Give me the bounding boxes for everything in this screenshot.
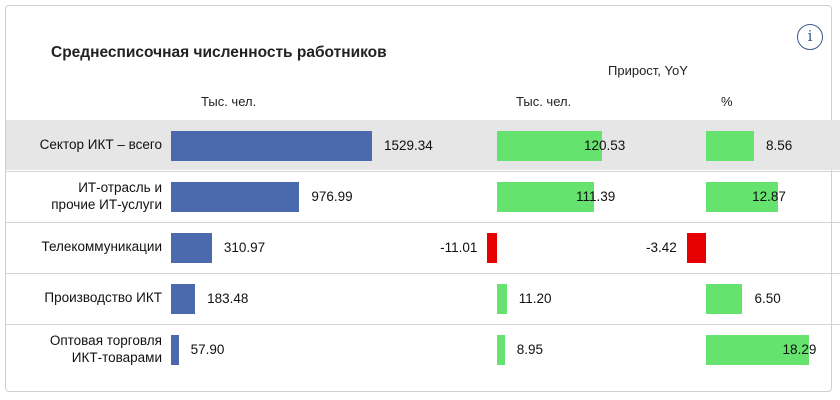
chart-title: Среднесписочная численность работников bbox=[51, 44, 387, 61]
growth-pct-bar bbox=[686, 232, 706, 263]
category-label-line: Сектор ИКТ – всего bbox=[39, 137, 162, 152]
growth-abs-bar bbox=[487, 232, 497, 263]
count-value-label: 976.99 bbox=[311, 188, 353, 204]
count-bar bbox=[171, 130, 372, 161]
growth-pct-value-label: 6.50 bbox=[754, 290, 781, 306]
category-label: Производство ИКТ bbox=[6, 289, 162, 306]
info-icon[interactable]: i bbox=[797, 24, 823, 50]
count-bar bbox=[171, 283, 196, 314]
category-label-line: ИТ-отрасль и bbox=[78, 179, 162, 195]
column-header-count: Тыс. чел. bbox=[201, 94, 257, 109]
count-bar bbox=[171, 232, 212, 263]
count-value-label: 1529.34 bbox=[384, 137, 433, 153]
chart-card: Среднесписочная численность работников i… bbox=[5, 5, 840, 392]
category-label-line: Телекоммуникации bbox=[41, 239, 163, 254]
growth-abs-value-label: 111.39 bbox=[576, 188, 616, 204]
growth-pct-value-label: 12.87 bbox=[752, 188, 786, 204]
category-label: Телекоммуникации bbox=[6, 238, 163, 255]
column-header-growth-abs: Тыс. чел. bbox=[516, 94, 572, 109]
growth-pct-value-label: 18.29 bbox=[782, 341, 817, 357]
growth-abs-bar bbox=[497, 181, 595, 212]
growth-pct-bar bbox=[706, 283, 743, 314]
growth-abs-value-label: 120.53 bbox=[584, 137, 626, 153]
row-separator bbox=[6, 273, 840, 274]
category-label: ИТ-отрасль и прочие ИТ-услуги bbox=[6, 179, 162, 213]
growth-pct-bar bbox=[706, 334, 809, 365]
growth-abs-bar bbox=[497, 283, 507, 314]
category-label-line: Производство ИКТ bbox=[44, 290, 162, 305]
count-value-label: 183.48 bbox=[207, 290, 249, 306]
category-label-line: Оптовая торговля bbox=[49, 332, 162, 348]
row-separator bbox=[6, 222, 840, 223]
count-value-label: 310.97 bbox=[223, 239, 266, 255]
growth-abs-value-label: -11.01 bbox=[440, 239, 478, 255]
category-label-line: ИКТ-товарами bbox=[71, 349, 162, 365]
column-header-growth-pct: % bbox=[721, 94, 733, 109]
growth-abs-bar bbox=[497, 130, 602, 161]
growth-pct-bar bbox=[706, 181, 779, 212]
growth-pct-bar bbox=[706, 130, 754, 161]
count-bar bbox=[171, 181, 300, 212]
highlighted-row-background bbox=[6, 120, 840, 170]
count-bar bbox=[171, 334, 179, 365]
count-value-label: 57.90 bbox=[190, 341, 225, 357]
category-label-line: прочие ИТ-услуги bbox=[51, 196, 162, 212]
growth-pct-value-label: -3.42 bbox=[646, 239, 677, 255]
growth-pct-value-label: 8.56 bbox=[766, 137, 793, 153]
growth-abs-value-label: 8.95 bbox=[516, 341, 544, 357]
category-label: Оптовая торговля ИКТ-товарами bbox=[6, 332, 162, 366]
growth-header: Прирост, YoY bbox=[608, 63, 688, 78]
growth-abs-bar bbox=[497, 334, 505, 365]
row-separator bbox=[6, 171, 840, 172]
growth-abs-value-label: 11.20 bbox=[518, 290, 552, 306]
row-separator bbox=[6, 324, 840, 325]
category-label: Сектор ИКТ – всего bbox=[6, 136, 162, 153]
